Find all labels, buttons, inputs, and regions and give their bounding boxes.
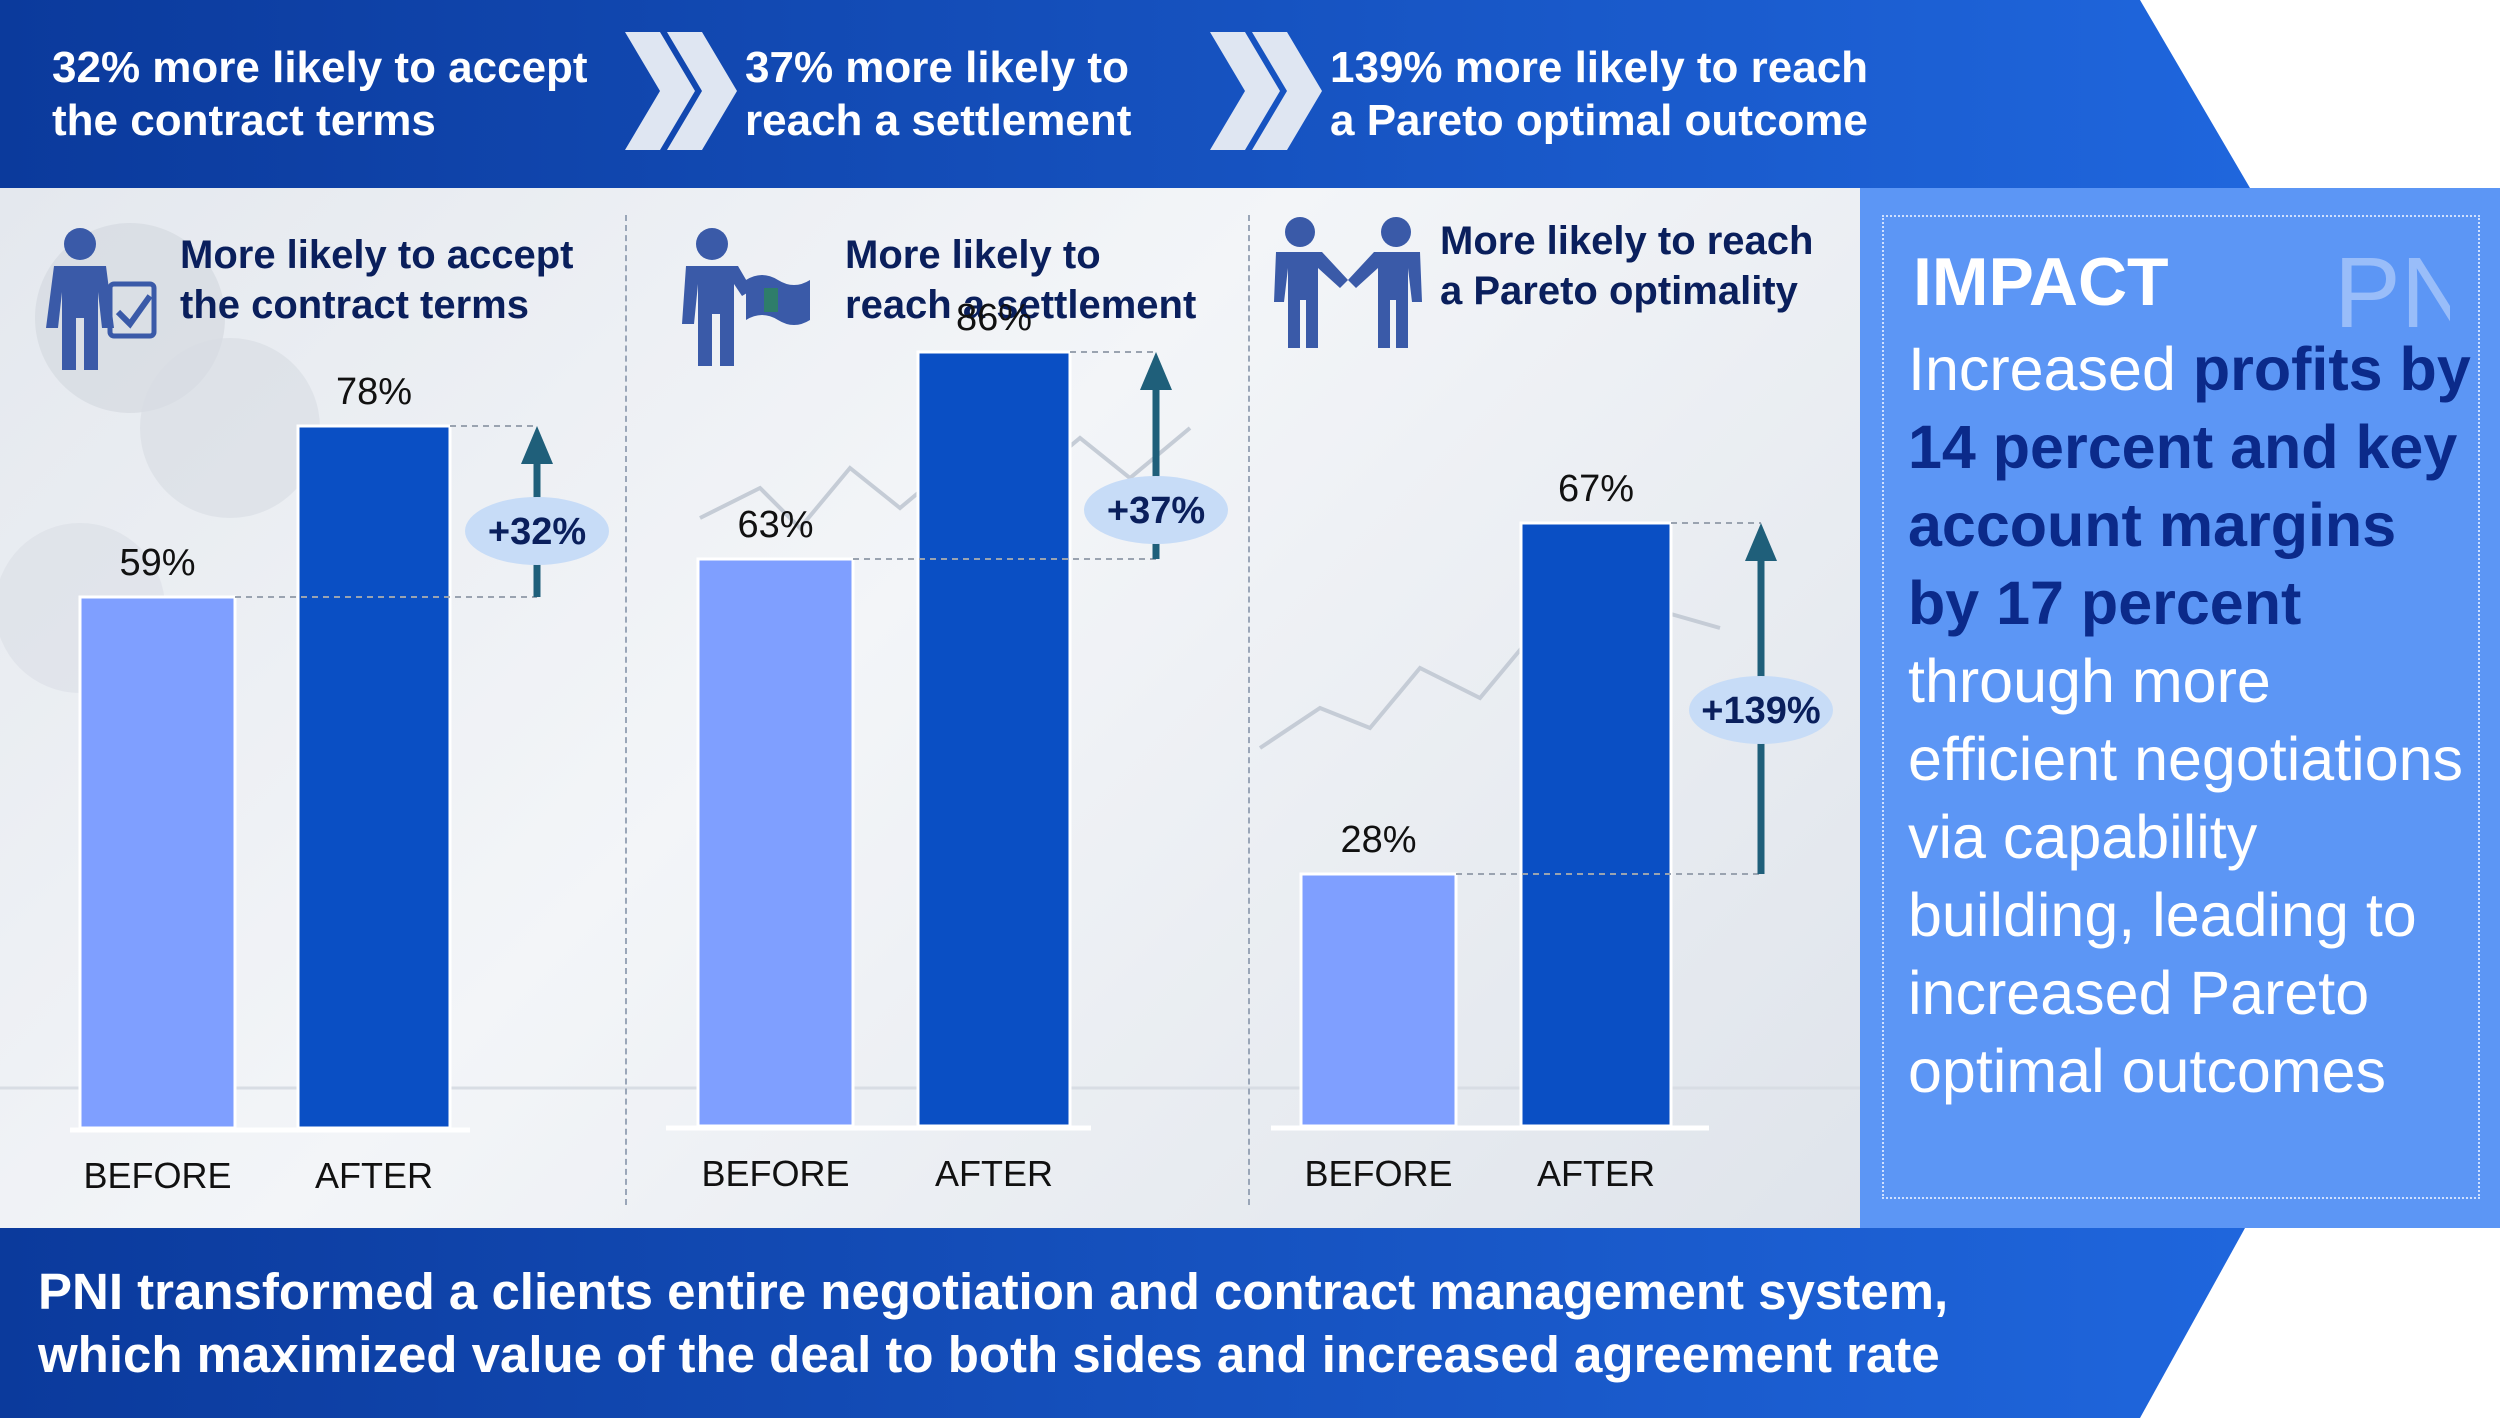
change-badge [465, 497, 609, 565]
banner-item-3: 139% more likely to reach a Pareto optim… [1330, 41, 1868, 147]
impact-text: Increased profits by 14 percent and key … [1908, 330, 2478, 1110]
bar-before [696, 557, 855, 1128]
value-label: 63% [737, 504, 813, 546]
bar-chart-pareto: 28% BEFORE 67% AFTER +139% [1271, 468, 1833, 1194]
pni-logo: PNi [2334, 237, 2450, 342]
banner-item-line: a Pareto optimal outcome [1330, 96, 1868, 145]
value-label: 67% [1558, 468, 1634, 510]
footer-banner [0, 1228, 2245, 1418]
value-label: 86% [956, 297, 1032, 339]
change-label: +139% [1701, 690, 1820, 732]
value-label: 59% [119, 542, 195, 584]
arrow-up-icon [521, 426, 553, 464]
change-badge [1084, 476, 1228, 544]
category-label: AFTER [935, 1153, 1053, 1194]
banner-item-line: 32% more likely to accept [52, 43, 588, 92]
arrow-up-icon [1140, 352, 1172, 390]
bar-before [78, 595, 237, 1130]
panel-title-line: reach a settlement [845, 283, 1197, 327]
category-label: BEFORE [83, 1155, 231, 1196]
impact-panel [1860, 188, 2500, 1228]
impact-text-highlight: profits by 14 percent and key account ma… [1908, 335, 2471, 637]
chevron-right-icon [1210, 32, 1322, 150]
bar-after [1519, 521, 1673, 1128]
change-label: +37% [1107, 490, 1205, 532]
impact-frame [1882, 215, 2480, 1199]
category-label: BEFORE [1304, 1153, 1452, 1194]
bar-after [296, 424, 452, 1130]
bar-chart-contract-terms: 59% BEFORE 78% AFTER +32% [70, 371, 609, 1196]
top-banner [0, 0, 2250, 188]
impact-heading: IMPACT [1913, 244, 2169, 320]
banner-item-line: the contract terms [52, 96, 436, 145]
bar-before [1299, 872, 1458, 1128]
change-label: +32% [488, 511, 586, 553]
impact-text-plain: through more efficient negotiations via … [1908, 647, 2464, 1105]
panel-title: More likely to accept the contract terms [180, 230, 573, 330]
category-label: AFTER [315, 1155, 433, 1196]
arrow-up-icon [1745, 523, 1777, 561]
banner-item-line: reach a settlement [745, 96, 1132, 145]
person-flag-icon [682, 228, 810, 366]
chevron-right-icon [625, 32, 737, 150]
category-label: BEFORE [701, 1153, 849, 1194]
panel-title-line: a Pareto optimality [1440, 269, 1798, 313]
footer-text: PNI transformed a clients entire negotia… [38, 1260, 2338, 1386]
value-label: 78% [336, 371, 412, 413]
person-checklist-icon [46, 228, 157, 370]
panel-title-line: More likely to reach [1440, 219, 1814, 263]
banner-item-line: 37% more likely to [745, 43, 1129, 92]
bar-after [916, 350, 1072, 1128]
panel-title-line: More likely to [845, 233, 1101, 277]
panel-title: More likely to reach a settlement [845, 230, 1196, 330]
footer-line: PNI transformed a clients entire negotia… [38, 1263, 1949, 1320]
banner-item-2: 37% more likely to reach a settlement [745, 41, 1131, 147]
category-label: AFTER [1537, 1153, 1655, 1194]
panel-title-line: More likely to accept [180, 233, 574, 277]
handshake-icon [1274, 217, 1422, 348]
change-badge [1689, 676, 1833, 744]
impact-text-plain: Increased [1908, 335, 2193, 403]
panel-title: More likely to reach a Pareto optimality [1440, 216, 1813, 316]
value-label: 28% [1340, 819, 1416, 861]
panel-title-line: the contract terms [180, 283, 529, 327]
footer-line: which maximized value of the deal to bot… [38, 1326, 1940, 1383]
panel-divider [1248, 215, 1250, 1205]
banner-item-1: 32% more likely to accept the contract t… [52, 41, 588, 147]
bar-chart-settlement: 63% BEFORE 86% AFTER +37% [666, 297, 1228, 1194]
pni-logo-text: PNi [2334, 237, 2450, 342]
panel-divider [625, 215, 627, 1205]
banner-item-line: 139% more likely to reach [1330, 43, 1869, 92]
